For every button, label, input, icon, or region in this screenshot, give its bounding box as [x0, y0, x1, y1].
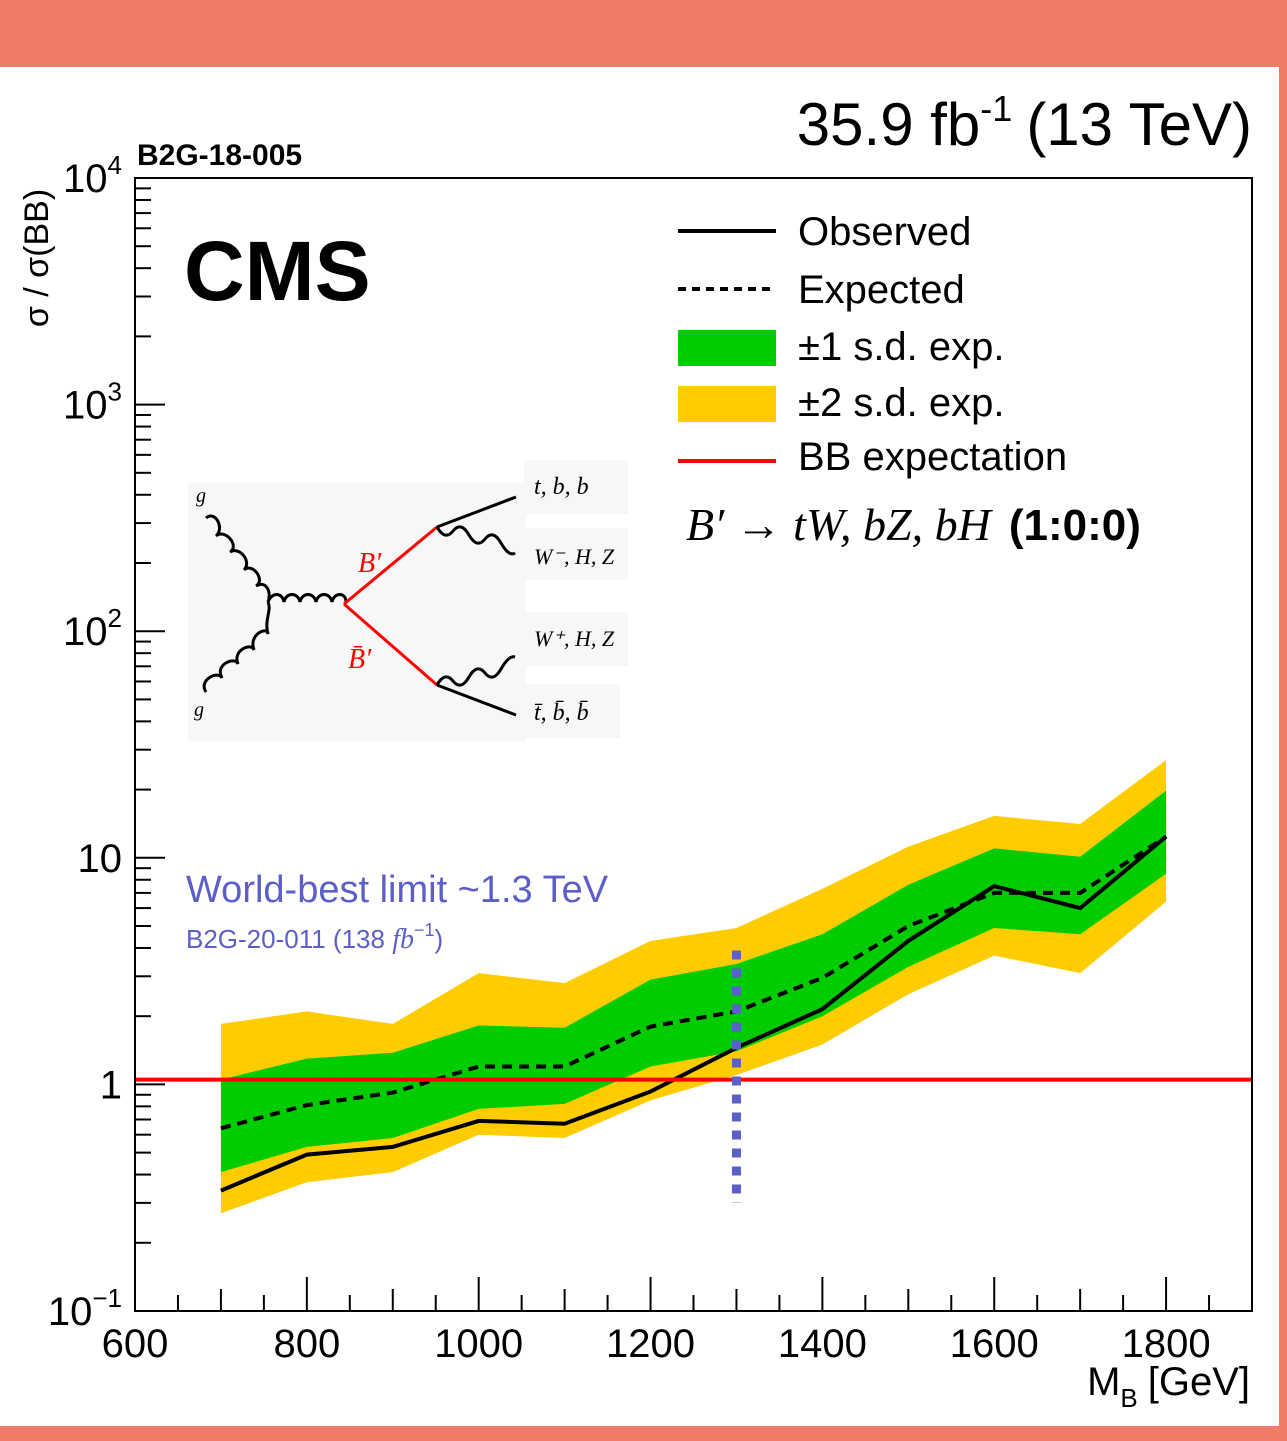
- out2-label: W⁻, H, Z: [534, 544, 615, 569]
- out3-label: W⁺, H, Z: [534, 626, 615, 651]
- expected-line: [220, 834, 1168, 1131]
- legend-swatch-2sd: [678, 386, 776, 422]
- y-tick-label: 10: [78, 837, 123, 881]
- boson-out-bottom: [435, 655, 516, 687]
- legend-observed: Observed: [798, 210, 971, 254]
- y-tick-label: 10−1: [48, 1283, 122, 1334]
- world-best-annotation: World-best limit ~1.3 TeV: [186, 869, 609, 911]
- x-tick-label: 800: [273, 1322, 340, 1366]
- x-tick-label: 1400: [778, 1322, 867, 1366]
- legend-bb-expectation: BB expectation: [798, 435, 1067, 479]
- b-prime-label: B′: [358, 548, 382, 579]
- b-prime-line: [343, 525, 438, 606]
- x-tick-label: 600: [102, 1322, 169, 1366]
- x-tick-label: 1600: [950, 1322, 1039, 1366]
- x-tick-label: 1800: [1122, 1322, 1211, 1366]
- experiment-label: CMS: [184, 224, 371, 318]
- b-prime-bar-label: B̄′: [348, 644, 372, 675]
- y-tick-label: 1: [100, 1063, 122, 1107]
- legend-2sd: ±2 s.d. exp.: [798, 381, 1005, 425]
- legend: Observed Expected ±1 s.d. exp. ±2 s.d. e…: [678, 210, 1067, 479]
- bottom-frame-bar: [0, 1426, 1287, 1441]
- quark-out-bottom: [436, 683, 517, 717]
- legend-swatch-1sd: [678, 330, 776, 366]
- analysis-id: B2G-18-005: [137, 139, 302, 172]
- y-axis-label: σ / σ(BB): [18, 189, 56, 327]
- x-axis-label: MB [GeV]: [1087, 1360, 1250, 1413]
- observed-line: [220, 835, 1168, 1193]
- out1-label: t, b, b: [534, 474, 589, 500]
- gluon-label-top: g: [196, 485, 206, 507]
- y-tick-label: 102: [63, 603, 122, 654]
- legend-1sd: ±1 s.d. exp.: [798, 325, 1005, 369]
- gluon-top-line: [205, 514, 271, 603]
- gluon-horizontal-line: [266, 593, 348, 603]
- legend-expected: Expected: [798, 268, 965, 312]
- out4-label: t̄, b̄, b̄: [534, 700, 589, 726]
- world-best-reference: B2G-20-011 (138 fb−1): [186, 920, 443, 955]
- quark-out-top: [436, 495, 517, 529]
- lumi-label: 35.9 fb-1 (13 TeV): [797, 88, 1252, 158]
- gluon-label-bottom: g: [194, 699, 204, 721]
- top-frame-bar: [0, 0, 1287, 67]
- right-frame-bar: [1279, 67, 1287, 1426]
- x-tick-label: 1200: [606, 1322, 695, 1366]
- boson-out-top: [435, 525, 516, 556]
- process-label: B′ → tW, bZ, bH (1:0:0): [686, 499, 1141, 550]
- x-tick-label: 1000: [434, 1322, 523, 1366]
- y-tick-label: 104: [63, 150, 122, 201]
- y-tick-label: 103: [63, 377, 122, 428]
- b-prime-bar-line: [343, 602, 438, 687]
- gluon-bottom-line: [202, 601, 271, 693]
- feynman-diagram: g g B′ B̄′ t, b, b W⁻, H, Z W⁺, H, Z t̄,…: [188, 460, 628, 741]
- band-1sd: [220, 790, 1167, 1173]
